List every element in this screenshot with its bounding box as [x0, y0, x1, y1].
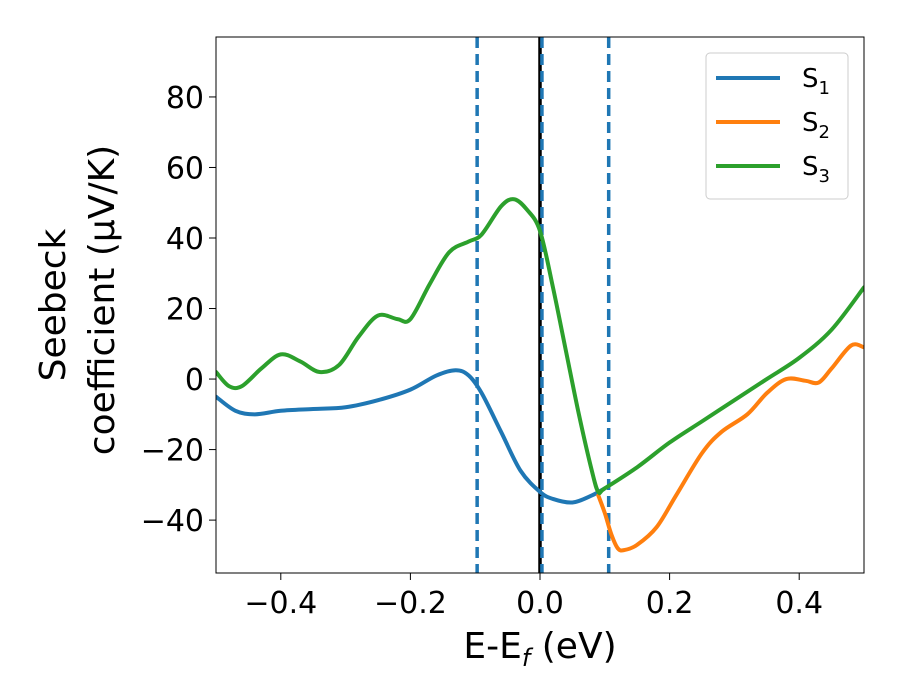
y-tick-label: −20 — [141, 434, 204, 469]
x-tick-label: 0.0 — [516, 586, 564, 621]
series-line-s2 — [596, 342, 864, 553]
x-tick-label: −0.2 — [374, 586, 447, 621]
y-tick-label: 20 — [166, 293, 204, 328]
x-tick-label: 0.4 — [775, 586, 823, 621]
y-tick-label: 80 — [166, 81, 204, 116]
y-tick-label: −40 — [141, 504, 204, 539]
legend-label-s3: S3 — [802, 152, 830, 187]
y-tick-label: 0 — [185, 363, 204, 398]
legend-label-s2: S2 — [802, 108, 830, 143]
y-axis-title-line1: Seebeck — [33, 228, 74, 381]
x-tick-label: 0.2 — [646, 586, 694, 621]
x-axis-title: E-Ef (eV) — [463, 626, 616, 672]
series-line-s1 — [216, 368, 607, 505]
y-axis-title-line2: coefficient (μV/K) — [82, 145, 123, 455]
x-tick-label: −0.4 — [244, 586, 317, 621]
y-tick-label: 60 — [166, 151, 204, 186]
series-line-s3 — [216, 197, 864, 496]
legend-label-s1: S1 — [802, 64, 830, 99]
legend: S1 S2 S3 — [705, 52, 849, 200]
y-tick-label: 40 — [166, 222, 204, 257]
legend-box — [705, 52, 849, 200]
